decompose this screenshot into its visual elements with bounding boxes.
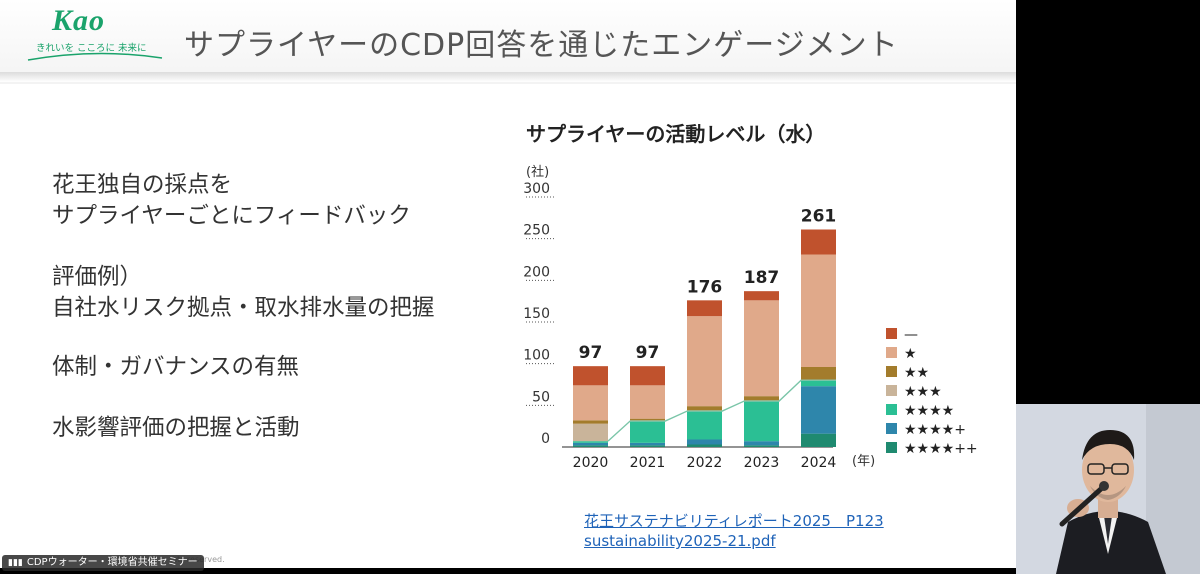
bar-segment xyxy=(687,406,722,411)
legend-swatch xyxy=(886,366,897,377)
bar-segment xyxy=(744,300,779,397)
meeting-name-tag: ▮▮▮ CDPウォーター・環境省共催セミナー xyxy=(2,555,204,571)
bar-segment xyxy=(630,421,665,443)
legend-swatch xyxy=(886,442,897,453)
legend-swatch xyxy=(886,347,897,358)
bar-segment xyxy=(744,291,779,301)
slide: Kao きれいを こころに 未来に サプライヤーのCDP回答を通じたエンゲージメ… xyxy=(0,0,1016,568)
trend-line xyxy=(607,379,836,442)
logo-swoosh-icon xyxy=(27,52,163,61)
bar-segment xyxy=(801,433,836,447)
y-axis-label: (社) xyxy=(526,164,549,180)
signal-bars-icon: ▮▮▮ xyxy=(8,558,23,568)
bar-total-label: 187 xyxy=(744,268,780,288)
kao-logo: Kao xyxy=(52,4,106,37)
y-tick-label: 250 xyxy=(523,223,550,239)
bar-segment xyxy=(573,423,608,442)
bar-segment xyxy=(744,441,779,446)
bullet-line: 花王独自の採点を xyxy=(52,172,233,198)
header-divider xyxy=(0,72,1016,82)
legend-label: ★★★★++ xyxy=(904,441,978,457)
bullet-line: サプライヤーごとにフィードバック xyxy=(52,203,411,229)
bar-segment xyxy=(687,300,722,317)
pdf-link[interactable]: sustainability2025-21.pdf xyxy=(584,532,776,550)
bullet-line: 水影響評価の把握と活動 xyxy=(52,415,300,441)
slide-header: Kao きれいを こころに 未来に サプライヤーのCDP回答を通じたエンゲージメ… xyxy=(0,0,1016,84)
bar-segment xyxy=(630,366,665,386)
bar-segment xyxy=(801,229,836,255)
legend-label: — xyxy=(904,327,918,343)
bullet-line: 体制・ガバナンスの有無 xyxy=(52,354,300,380)
bar-segment xyxy=(801,367,836,380)
speaker-video xyxy=(1016,404,1200,574)
y-tick-label: 0 xyxy=(541,431,550,447)
legend-swatch xyxy=(886,328,897,339)
x-tick-label: 2023 xyxy=(744,455,780,471)
bar-total-label: 97 xyxy=(579,343,603,363)
bar-total-label: 261 xyxy=(801,207,837,227)
legend-label: ★★ xyxy=(904,365,929,381)
legend-label: ★★★★ xyxy=(904,403,954,419)
bar-segment xyxy=(687,444,722,447)
legend-label: ★★★ xyxy=(904,384,942,400)
legend-swatch xyxy=(886,385,897,396)
bar-segment xyxy=(744,445,779,447)
bar-segment xyxy=(630,418,665,421)
bar-segment xyxy=(630,385,665,419)
y-tick-label: 50 xyxy=(532,389,550,405)
x-tick-label: 2020 xyxy=(573,455,609,471)
y-tick-label: 150 xyxy=(523,306,550,322)
bar-segment xyxy=(573,420,608,424)
legend-swatch xyxy=(886,404,897,415)
bar-segment xyxy=(573,445,608,447)
x-tick-label: 2024 xyxy=(801,455,837,471)
speaker-figure xyxy=(1016,404,1200,574)
x-tick-label: 2021 xyxy=(630,455,666,471)
legend-label: ★ xyxy=(904,346,917,362)
logo-tagline: きれいを こころに 未来に xyxy=(36,43,147,54)
bullet-item: 水影響評価の把握と活動 xyxy=(52,413,300,444)
bar-segment xyxy=(687,439,722,445)
x-axis-label: (年) xyxy=(852,454,875,469)
bullet-line: 評価例） xyxy=(52,264,143,290)
y-tick-label: 100 xyxy=(523,348,550,364)
bar-total-label: 97 xyxy=(636,343,660,363)
bar-segment xyxy=(687,411,722,440)
meeting-label: CDPウォーター・環境省共催セミナー xyxy=(26,557,198,568)
legend-swatch xyxy=(886,423,897,434)
bar-segment xyxy=(630,442,665,446)
x-tick-label: 2022 xyxy=(687,455,723,471)
y-tick-label: 200 xyxy=(523,264,550,280)
bar-segment xyxy=(573,442,608,446)
bullet-line: 自社水リスク拠点・取水排水量の把握 xyxy=(52,295,435,321)
bar-segment xyxy=(801,386,836,434)
stacked-bar-chart: 0 50 100 150 200 250 300(社) 97 2020 97 2021 176 2022… xyxy=(523,164,978,471)
bullet-item: 花王独自の採点を サプライヤーごとにフィードバック xyxy=(52,170,411,232)
report-link[interactable]: 花王サステナビリティレポート2025 P123 xyxy=(584,512,884,530)
bar-segment xyxy=(573,366,608,386)
bullet-item: 評価例） 自社水リスク拠点・取水排水量の把握 xyxy=(52,262,435,324)
chart-title: サプライヤーの活動レベル（水） xyxy=(526,122,826,146)
legend-label: ★★★★+ xyxy=(904,422,966,438)
bar-segment xyxy=(801,254,836,367)
bar-segment xyxy=(573,385,608,421)
slide-title: サプライヤーのCDP回答を通じたエンゲージメント xyxy=(184,28,899,63)
bar-segment xyxy=(630,445,665,447)
bar-segment xyxy=(744,396,779,401)
bar-total-label: 176 xyxy=(687,277,723,297)
y-tick-label: 300 xyxy=(523,181,550,197)
bullet-item: 体制・ガバナンスの有無 xyxy=(52,352,299,383)
bar-segment xyxy=(687,316,722,407)
bar-segment xyxy=(801,380,836,387)
bar-segment xyxy=(573,441,608,443)
bar-segment xyxy=(744,401,779,442)
